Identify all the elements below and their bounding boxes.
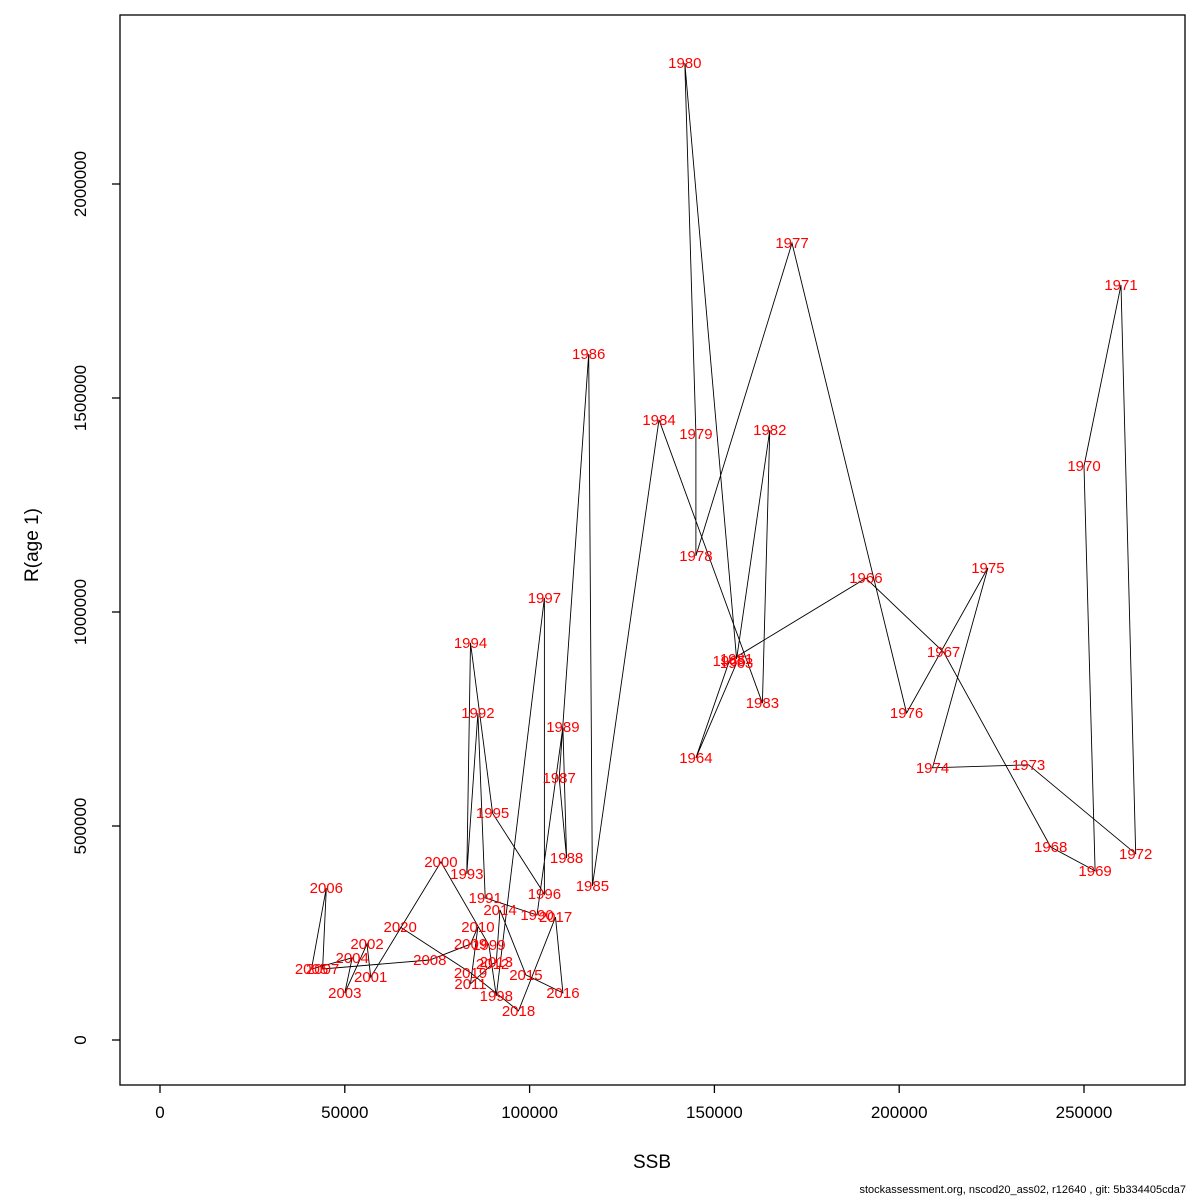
- recruitment-trajectory-line: [310, 62, 1137, 1012]
- x-tick-label: 200000: [871, 1103, 928, 1122]
- year-label-2019: 2019: [454, 965, 487, 982]
- year-label-1999: 1999: [472, 937, 505, 954]
- year-label-2004: 2004: [336, 950, 369, 967]
- year-label-2005: 2005: [295, 961, 328, 978]
- x-axis-title: SSB: [633, 1152, 671, 1173]
- year-label-1983: 1983: [746, 695, 779, 712]
- year-label-1993: 1993: [450, 866, 483, 883]
- year-label-2008: 2008: [413, 952, 446, 969]
- year-label-1995: 1995: [476, 805, 509, 822]
- year-label-2017: 2017: [539, 909, 572, 926]
- year-label-1965: 1965: [713, 653, 746, 670]
- year-label-2011: 2011: [454, 976, 486, 993]
- year-label-2009: 2009: [454, 936, 487, 953]
- x-tick-label: 150000: [686, 1103, 743, 1122]
- year-label-1996: 1996: [528, 886, 561, 903]
- year-label-1966: 1966: [849, 570, 882, 587]
- year-label-1978: 1978: [679, 548, 712, 565]
- y-axis-title: R(age 1): [22, 508, 43, 582]
- x-tick-label: 50000: [321, 1103, 368, 1122]
- year-label-2015: 2015: [509, 967, 542, 984]
- year-label-2002: 2002: [350, 936, 383, 953]
- year-label-1988: 1988: [550, 850, 583, 867]
- year-label-2013: 2013: [480, 954, 513, 971]
- year-label-1998: 1998: [480, 988, 513, 1005]
- year-label-2012: 2012: [476, 956, 509, 973]
- year-label-1963: 1963: [720, 655, 753, 672]
- year-label-1971: 1971: [1104, 277, 1137, 294]
- year-label-1972: 1972: [1119, 846, 1152, 863]
- x-tick-label: 250000: [1056, 1103, 1113, 1122]
- y-tick-label: 1000000: [71, 579, 90, 645]
- year-label-1994: 1994: [454, 635, 487, 652]
- year-label-1970: 1970: [1067, 458, 1100, 475]
- year-label-1967: 1967: [927, 644, 960, 661]
- year-label-2006: 2006: [310, 880, 343, 897]
- year-label-2000: 2000: [424, 854, 457, 871]
- year-label-2003: 2003: [328, 985, 361, 1002]
- year-label-1990: 1990: [520, 907, 553, 924]
- year-label-2016: 2016: [546, 985, 579, 1002]
- year-label-1977: 1977: [775, 235, 808, 252]
- year-label-1974: 1974: [916, 760, 949, 777]
- year-label-1997: 1997: [528, 590, 561, 607]
- year-label-2018: 2018: [502, 1003, 535, 1020]
- year-label-1973: 1973: [1012, 757, 1045, 774]
- year-label-1985: 1985: [576, 878, 609, 895]
- year-label-2007: 2007: [306, 961, 339, 978]
- year-label-1968: 1968: [1034, 839, 1067, 856]
- year-label-1992: 1992: [461, 705, 494, 722]
- year-label-1986: 1986: [572, 346, 605, 363]
- y-tick-label: 1500000: [71, 365, 90, 431]
- year-label-1975: 1975: [971, 560, 1004, 577]
- year-label-1991: 1991: [469, 890, 502, 907]
- year-label-2014: 2014: [483, 902, 516, 919]
- year-label-1989: 1989: [546, 719, 579, 736]
- footer-credit: stockassessment.org, nscod20_ass02, r126…: [859, 1184, 1186, 1196]
- year-label-2001: 2001: [354, 969, 387, 986]
- year-label-2020: 2020: [384, 919, 417, 936]
- year-label-1980: 1980: [668, 55, 701, 72]
- year-label-1987: 1987: [543, 770, 576, 787]
- y-tick-label: 0: [71, 1035, 90, 1044]
- year-label-1984: 1984: [642, 412, 675, 429]
- year-label-1964: 1964: [679, 750, 712, 767]
- y-tick-label: 2000000: [71, 151, 90, 217]
- year-label-1976: 1976: [890, 705, 923, 722]
- year-label-2010: 2010: [461, 919, 494, 936]
- year-label-1969: 1969: [1078, 863, 1111, 880]
- x-tick-label: 0: [155, 1103, 164, 1122]
- year-label-1982: 1982: [753, 422, 786, 439]
- x-tick-label: 100000: [501, 1103, 558, 1122]
- plot-border: [119, 14, 1186, 1086]
- y-tick-label: 500000: [71, 798, 90, 855]
- year-label-1979: 1979: [679, 426, 712, 443]
- year-label-1981: 1981: [720, 651, 753, 668]
